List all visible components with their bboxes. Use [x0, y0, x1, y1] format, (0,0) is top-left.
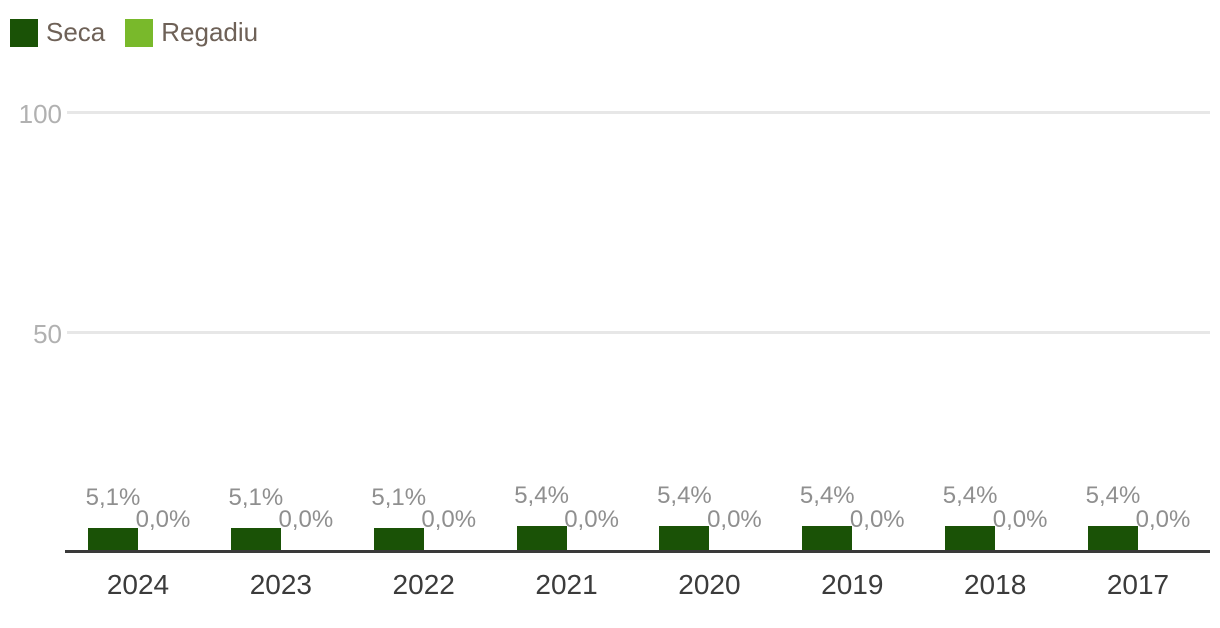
- y-axis-label-50: 50: [33, 319, 62, 349]
- gridline-50: [67, 331, 1210, 334]
- x-axis-label-2017: 2017: [1106, 569, 1170, 600]
- value-label-seca-2024: 5,1%: [85, 483, 141, 511]
- legend: Seca Regadiu: [10, 18, 258, 47]
- bar-seca-2021[interactable]: [516, 526, 567, 550]
- bar-seca-2019[interactable]: [802, 526, 853, 550]
- value-label-seca-2020: 5,4%: [657, 482, 712, 510]
- legend-label-seca: Seca: [46, 17, 106, 47]
- x-axis-line: [65, 550, 1210, 553]
- x-axis-label-2022: 2022: [392, 569, 455, 600]
- bar-seca-2017[interactable]: [1088, 526, 1138, 550]
- bar-seca-2024[interactable]: [88, 527, 138, 550]
- value-label-regadiu-2021: 0,0%: [564, 506, 619, 533]
- legend-label-regadiu: Regadiu: [161, 17, 259, 47]
- value-label-seca-2022: 5,1%: [371, 483, 427, 511]
- value-label-seca-2021: 5,4%: [514, 482, 569, 510]
- y-axis-label-100: 100: [18, 99, 62, 129]
- bar-seca-2020[interactable]: [659, 526, 710, 550]
- value-label-regadiu-2018: 0,0%: [992, 506, 1048, 533]
- x-axis-label-2023: 2023: [249, 569, 312, 600]
- gridline-100: [67, 111, 1210, 114]
- value-label-seca-2017: 5,4%: [1085, 482, 1141, 510]
- value-label-seca-2018: 5,4%: [942, 482, 998, 510]
- value-label-regadiu-2024: 0,0%: [135, 506, 191, 533]
- value-label-regadiu-2017: 0,0%: [1135, 506, 1191, 533]
- bar-seca-2022[interactable]: [373, 527, 424, 550]
- value-label-regadiu-2020: 0,0%: [707, 506, 762, 533]
- bar-seca-2018[interactable]: [945, 526, 996, 550]
- legend-item-regadiu[interactable]: Regadiu: [125, 18, 258, 47]
- x-axis-label-2021: 2021: [535, 569, 598, 600]
- legend-item-seca[interactable]: Seca: [10, 18, 105, 47]
- value-label-seca-2019: 5,4%: [799, 482, 855, 510]
- legend-swatch-regadiu-icon: [125, 18, 154, 47]
- x-axis-label-2019: 2019: [821, 569, 884, 600]
- value-label-regadiu-2019: 0,0%: [849, 506, 905, 533]
- x-axis-label-2018: 2018: [963, 569, 1027, 600]
- bar-seca-2023[interactable]: [230, 527, 281, 550]
- x-axis-label-2024: 2024: [106, 569, 170, 600]
- value-label-regadiu-2023: 0,0%: [278, 506, 334, 533]
- x-axis-label-2020: 2020: [678, 569, 741, 600]
- value-label-seca-2023: 5,1%: [228, 483, 284, 511]
- legend-swatch-seca-icon: [10, 18, 38, 47]
- value-label-regadiu-2022: 0,0%: [421, 506, 477, 533]
